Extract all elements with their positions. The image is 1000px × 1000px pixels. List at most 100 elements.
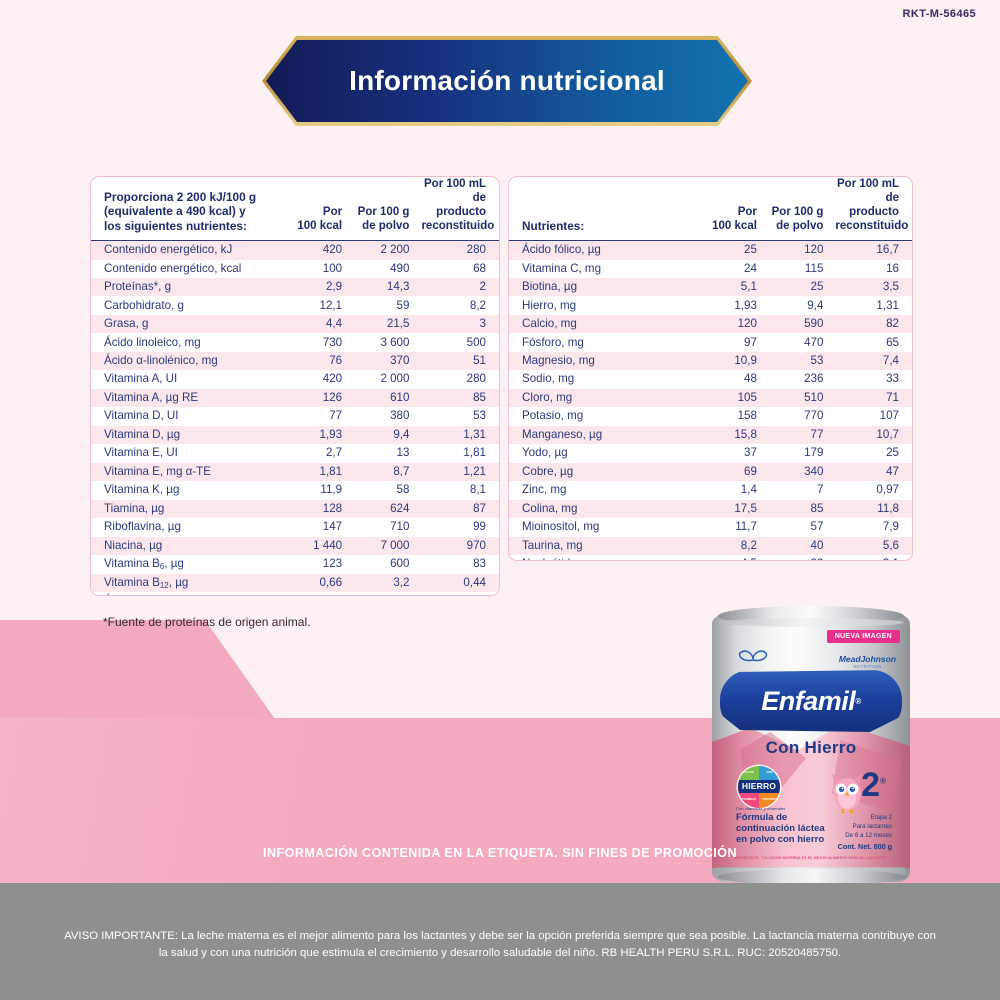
nutrient-value: 53 <box>810 353 824 367</box>
table-row: Cobre, µg 69 340 47 <box>509 462 912 482</box>
nutrient-value: 83 <box>473 557 486 571</box>
nutrient-value: 5,6 <box>882 538 899 552</box>
left-header-line2: (equivalente a 490 kcal) y <box>104 204 246 219</box>
stage-mark: ® <box>880 776 886 786</box>
table-row: Manganeso, µg 15,8 77 10,7 <box>509 425 912 445</box>
nutrient-value: 14,3 <box>386 280 410 294</box>
table-row: Biotina, µg 5,1 25 3,5 <box>509 278 912 297</box>
table-row: Yodo, µg 37 179 25 <box>509 444 912 463</box>
nutrient-value: 82 <box>886 317 899 331</box>
nutrient-value: 85 <box>810 501 824 515</box>
nutrient-label: Vitamina B6, µg <box>104 557 184 572</box>
nutrient-label: Vitamina K, µg <box>104 483 180 497</box>
right-col1-line2: 100 kcal <box>712 220 757 233</box>
nutrient-value: 25 <box>886 446 899 460</box>
nutrient-value: 40 <box>810 538 824 552</box>
nutrient-label: Hierro, mg <box>522 298 577 312</box>
nutrient-value: 5,1 <box>740 280 757 294</box>
left-table-header-col1: Por 100 kcal <box>290 177 353 242</box>
nutrient-value: 4,5 <box>706 555 766 560</box>
table-row: Ácido fólico, µg 25 120 16,7 <box>509 240 912 260</box>
nutrient-label: Zinc, mg <box>522 483 567 497</box>
nutrient-value: 470 <box>804 335 824 349</box>
table-row: Cloro, mg 105 510 71 <box>509 388 912 408</box>
nutrient-value: 8,2 <box>740 538 757 552</box>
table-row: Vitamina E, UI 2,7 13 1,81 <box>91 444 499 463</box>
badge-center-label: HIERRO <box>738 780 780 793</box>
nutrient-value: 59 <box>396 298 410 312</box>
nutrient-label: Yodo, µg <box>522 446 568 460</box>
nutrient-value: 65 <box>886 335 899 349</box>
nutrient-value: 3,2 <box>393 575 410 589</box>
can-description: Fórmula de continuación láctea en polvo … <box>736 812 825 846</box>
nutrient-value: 490 <box>390 261 410 275</box>
hierro-badge-icon: CALCIO ZINC VITAMINAS FÓSFORO HIERRO <box>738 766 780 808</box>
title-banner: Información nutricional <box>262 36 752 126</box>
nutrient-value: 115 <box>804 261 824 275</box>
nutrient-value: 85 <box>473 390 486 404</box>
nutrient-value: 420 <box>322 243 343 257</box>
nutrient-value: 77 <box>329 409 343 423</box>
right-table-body: Ácido fólico, µg 25 120 16,7 Vitamina C, mg 2… <box>509 240 912 560</box>
left-table-header-col2: Por 100 g de polvo <box>352 177 422 242</box>
mead-johnson-sub: NUTRITION <box>853 664 882 669</box>
nutrient-value: 7 000 <box>380 538 410 552</box>
table-row: Niacina, µg 1 440 7 000 970 <box>91 536 499 556</box>
nutrient-label: Vitamina E, UI <box>104 446 178 460</box>
right-col2-line2: de polvo <box>776 220 824 233</box>
footer-disclaimer: AVISO IMPORTANTE: La leche materna es el… <box>64 930 936 960</box>
nutrient-value: 120 <box>737 317 757 331</box>
nutrient-value: 99 <box>473 520 486 534</box>
nutrient-value: 2 000 <box>380 372 410 386</box>
nutrient-value: 4,4 <box>325 317 343 331</box>
table-row: Vitamina A, µg RE 126 610 85 <box>91 388 499 408</box>
nutrient-value: 147 <box>322 520 343 534</box>
left-table-body: Contenido energético, kJ 420 2 200 280 Conte… <box>91 240 499 595</box>
nutrient-label: Potasio, mg <box>522 409 584 423</box>
nutrient-value: 0,66 <box>319 575 343 589</box>
nutrient-value: 970 <box>466 538 486 552</box>
nutrient-label: Calcio, mg <box>522 317 577 331</box>
nutrient-value: 236 <box>804 372 824 386</box>
table-row: Vitamina C, mg 24 115 16 <box>509 259 912 278</box>
net-content: Cont. Net. 800 g <box>837 842 892 851</box>
right-col1-line1: Por <box>737 206 757 219</box>
nutrient-value: 9,4 <box>807 298 824 312</box>
table-row: Vitamina D, µg 1,93 9,4 1,31 <box>91 425 499 445</box>
nutrient-value: 950 <box>291 592 352 595</box>
nutrient-value: 590 <box>804 317 824 331</box>
nutrient-value: 3,1 <box>835 555 912 560</box>
owl-mascot-icon <box>832 774 862 814</box>
right-header-label: Nutrientes: <box>522 218 585 233</box>
nutrient-value: 97 <box>744 335 757 349</box>
nutrient-value: 123 <box>322 557 343 571</box>
nutrient-value: 510 <box>804 390 824 404</box>
left-col3-line2: de producto <box>436 192 486 219</box>
table-row: Magnesio, mg 10,9 53 7,4 <box>509 351 912 371</box>
left-table-header-col3: Por 100 mL de producto reconstituido <box>421 177 499 242</box>
nutrient-value: 57 <box>810 520 824 534</box>
background-pink-sheen <box>0 718 330 883</box>
nutrient-value: 0,97 <box>876 483 899 497</box>
nutrient-value: 126 <box>322 390 343 404</box>
nutrient-value: 9,4 <box>393 427 410 441</box>
nutrient-value: 53 <box>473 409 486 423</box>
left-col1-line1: Por <box>322 206 343 219</box>
nutrient-value: 7 <box>816 483 824 497</box>
can-base <box>717 869 905 885</box>
nutrient-value: 8,2 <box>469 298 486 312</box>
nutrient-value: 8,7 <box>393 464 410 478</box>
nutrient-value: 77 <box>810 427 824 441</box>
stage-number-text: 2 <box>861 766 881 804</box>
left-table-header-lead: Proporciona 2 200 kJ/100 g (equivalente … <box>91 177 291 242</box>
right-table-header-col1: Por 100 kcal <box>706 177 767 242</box>
table-row: Nucleótidos, mg4,5223,1 <box>509 555 912 560</box>
nutrition-table-right: Nutrientes: Por 100 kcal Por 100 g de po… <box>509 177 912 560</box>
nutrient-value: 48 <box>744 372 757 386</box>
nutrient-value: 0,44 <box>463 575 486 589</box>
nutrient-label: Magnesio, mg <box>522 353 595 367</box>
nutrient-value: 51 <box>473 353 486 367</box>
nutrient-value: 710 <box>390 520 410 534</box>
can-legal-notice: IMPORTANTE: "LA LECHE MATERNA ES EL MEJO… <box>734 856 888 860</box>
table-row: Taurina, mg 8,2 40 5,6 <box>509 536 912 556</box>
